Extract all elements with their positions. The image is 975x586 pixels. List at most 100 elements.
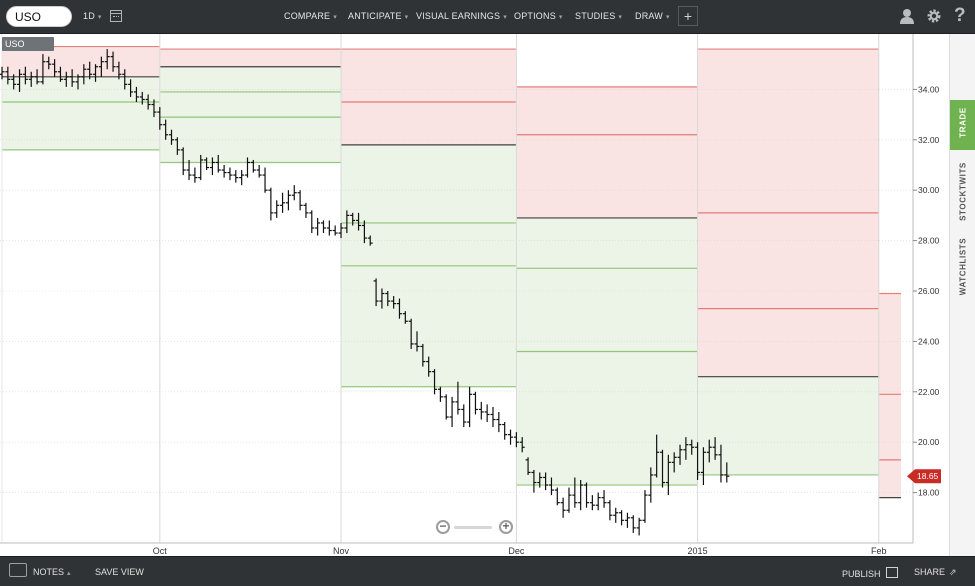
- ohlc-bar: [449, 396, 455, 428]
- ohlc-bar: [414, 331, 420, 352]
- ohlc-bar: [525, 457, 531, 475]
- ohlc-bar: [128, 79, 134, 97]
- tab-stocktwits[interactable]: STOCKTWITS: [950, 159, 975, 229]
- save-view-button[interactable]: SAVE VIEW: [95, 567, 144, 577]
- ohlc-bar: [671, 452, 677, 473]
- ohlc-bar: [297, 190, 303, 211]
- ohlc-bar: [52, 59, 58, 77]
- ohlc-bar: [63, 71, 69, 87]
- anticipate-lower-zone: [697, 376, 879, 475]
- ohlc-bar: [636, 517, 642, 536]
- menu-options[interactable]: OPTIONS ▾: [514, 11, 563, 21]
- ohlc-bar: [683, 437, 689, 460]
- ohlc-bar: [174, 137, 180, 155]
- notes-label: NOTES: [33, 567, 65, 577]
- zoom-out-button[interactable]: −: [436, 520, 450, 534]
- menu-compare-label: COMPARE: [284, 11, 331, 21]
- ohlc-bar: [239, 170, 245, 186]
- ohlc-bar: [543, 472, 549, 491]
- x-tick-label: Dec: [508, 546, 525, 556]
- y-tick-label: 34.00: [918, 84, 940, 94]
- symbol-input[interactable]: [6, 6, 72, 27]
- anticipate-upper-zone: [159, 49, 342, 67]
- x-tick-label: Feb: [871, 546, 887, 556]
- ohlc-bar: [677, 444, 683, 465]
- chevron-down-icon: ▾: [333, 14, 337, 21]
- ohlc-bar: [689, 439, 695, 455]
- menu-anticipate[interactable]: ANTICIPATE ▾: [348, 11, 408, 21]
- ohlc-bar: [110, 51, 116, 72]
- ohlc-bar: [256, 165, 262, 178]
- right-sidebar: TRADE STOCKTWITS WATCHLISTS: [949, 34, 975, 556]
- interval-dropdown[interactable]: 1D ▾: [83, 11, 102, 21]
- ohlc-bar: [46, 56, 52, 70]
- ohlc-bar: [712, 437, 718, 460]
- ohlc-bar: [280, 192, 286, 213]
- menu-draw[interactable]: DRAW ▾: [635, 11, 670, 21]
- gear-icon[interactable]: [926, 7, 942, 30]
- ohlc-bar: [695, 442, 701, 480]
- y-tick-label: 28.00: [918, 236, 940, 246]
- ohlc-bar: [619, 510, 625, 526]
- ohlc-bar: [706, 439, 712, 463]
- ohlc-bar: [244, 157, 250, 178]
- publish-button[interactable]: PUBLISH: [842, 567, 898, 579]
- notes-icon[interactable]: [9, 563, 27, 577]
- ohlc-bar: [34, 69, 40, 85]
- ohlc-bar: [198, 154, 204, 181]
- y-tick-label: 30.00: [918, 185, 940, 195]
- x-tick-label: Nov: [333, 546, 350, 556]
- notes-button[interactable]: NOTES ▴: [33, 567, 71, 577]
- menu-compare[interactable]: COMPARE ▾: [284, 11, 337, 21]
- ohlc-bar: [291, 185, 297, 201]
- ohlc-bar: [572, 477, 578, 508]
- menu-visual-earnings[interactable]: VISUAL EARNINGS ▾: [416, 11, 507, 21]
- ohlc-bar: [250, 159, 256, 173]
- last-price-tag: [907, 469, 941, 484]
- ohlc-bar: [28, 71, 34, 87]
- ohlc-bar: [22, 66, 28, 85]
- ohlc-bar: [700, 447, 706, 486]
- ohlc-bar: [461, 404, 467, 428]
- user-icon[interactable]: [899, 7, 915, 30]
- y-tick-label: 22.00: [918, 387, 940, 397]
- chevron-down-icon: ▾: [97, 14, 102, 21]
- ohlc-bar: [192, 167, 198, 183]
- crosshair-icon[interactable]: +: [678, 6, 698, 26]
- share-button[interactable]: SHARE ⇗: [914, 567, 957, 578]
- ohlc-bar: [718, 444, 724, 483]
- anticipate-upper-zone: [341, 49, 517, 145]
- calendar-icon[interactable]: [110, 10, 122, 22]
- ohlc-bar: [420, 343, 426, 367]
- price-chart[interactable]: Oct Nov Dec 2015 Feb 18.00 20.00 22.00 24.00 26.0…: [0, 34, 975, 556]
- chevron-down-icon: ▾: [558, 14, 563, 21]
- zoom-slider-track[interactable]: [454, 526, 492, 529]
- ohlc-bar: [513, 432, 519, 448]
- ohlc-bar: [519, 437, 525, 453]
- ohlc-bar: [133, 86, 139, 102]
- tab-stocktwits-label: STOCKTWITS: [958, 162, 968, 221]
- ohlc-bar: [665, 454, 671, 496]
- ohlc-bar: [69, 69, 75, 87]
- ohlc-bar: [116, 61, 122, 80]
- ohlc-bar: [81, 64, 87, 85]
- zoom-in-button[interactable]: +: [499, 520, 513, 534]
- ohlc-bar: [385, 291, 391, 307]
- ohlc-bar: [367, 235, 373, 246]
- menu-studies[interactable]: STUDIES ▾: [575, 11, 622, 21]
- ohlc-bar: [186, 159, 192, 181]
- ohlc-bar: [373, 278, 379, 307]
- ohlc-bar: [344, 210, 350, 234]
- ohlc-bar: [215, 154, 221, 173]
- ohlc-bar: [478, 401, 484, 420]
- symbol-label: USO: [5, 39, 25, 49]
- anticipate-lower-zone: [2, 76, 160, 150]
- tab-watchlists[interactable]: WATCHLISTS: [950, 234, 975, 304]
- chevron-up-icon: ▴: [67, 570, 71, 577]
- menu-draw-label: DRAW: [635, 11, 663, 21]
- help-icon[interactable]: ?: [954, 5, 966, 26]
- ohlc-bar: [5, 66, 11, 85]
- ohlc-bar: [338, 222, 344, 239]
- ohlc-bar: [169, 129, 175, 145]
- tab-trade[interactable]: TRADE: [950, 100, 975, 150]
